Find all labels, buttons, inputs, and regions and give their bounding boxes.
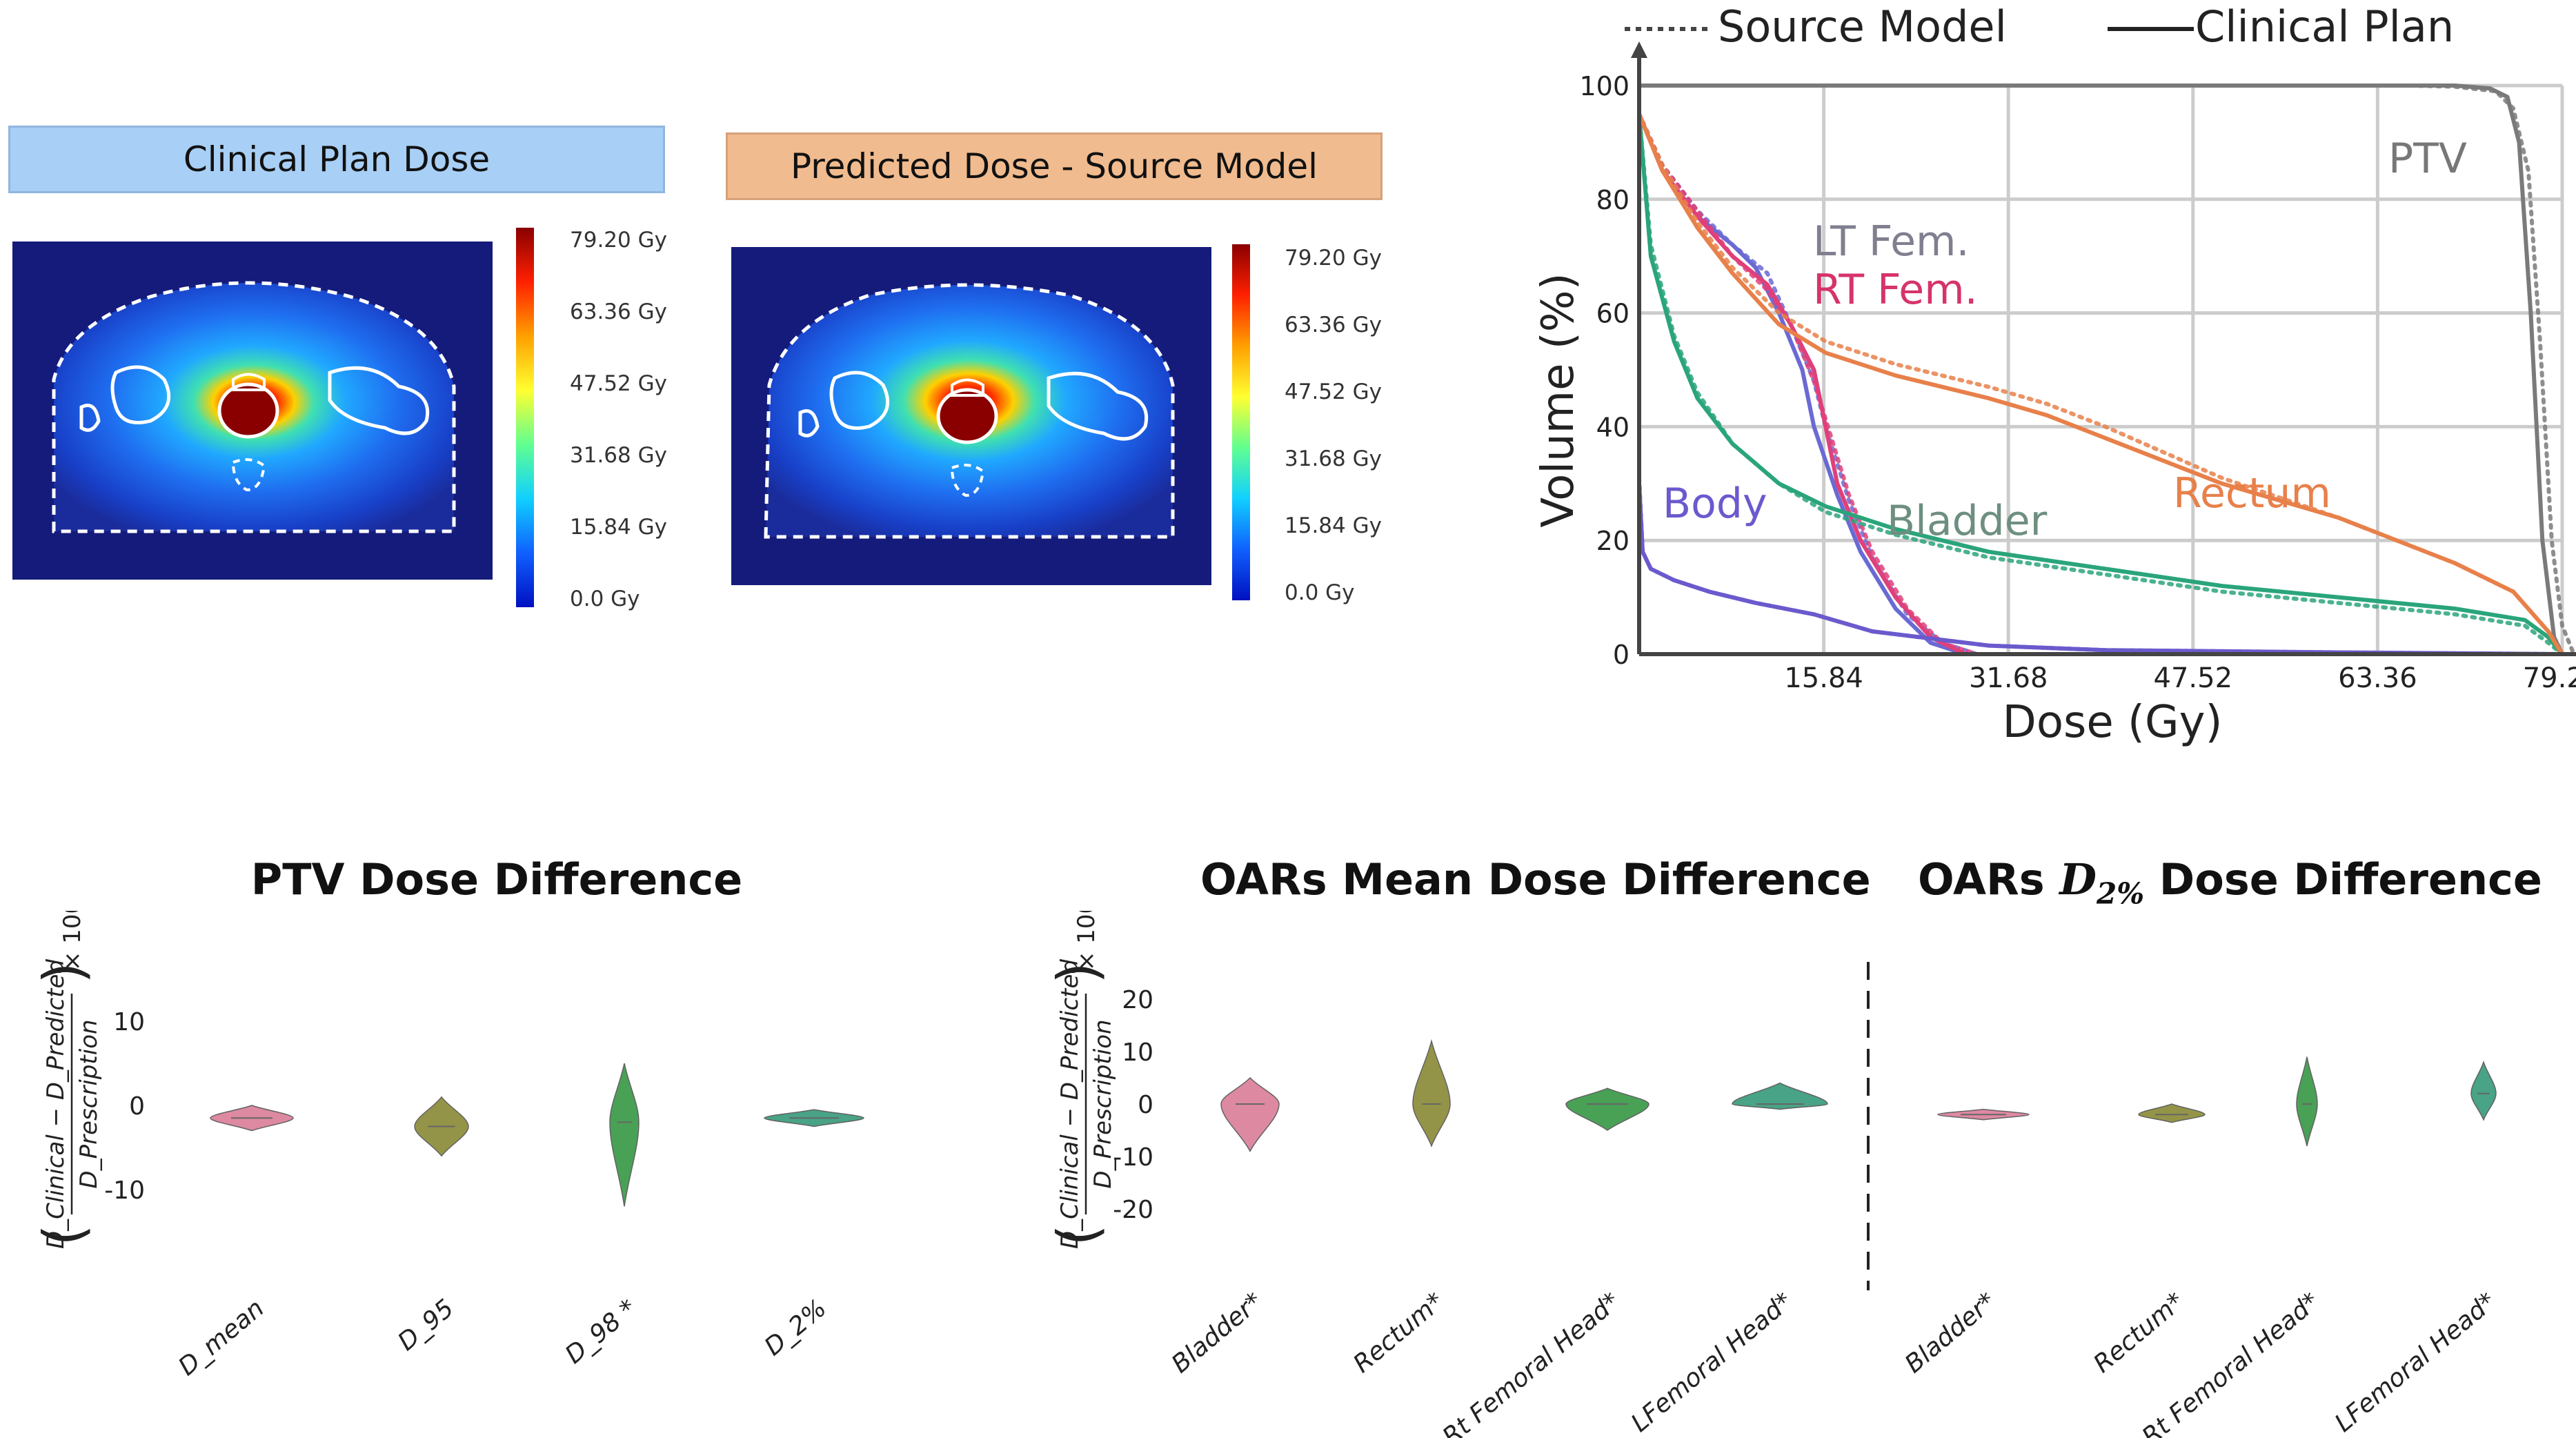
- predicted-dose-map: [731, 247, 1211, 585]
- dvh-x-tick-label: 47.52: [2154, 662, 2233, 694]
- dvh-x-tick-label: 31.68: [1969, 662, 2048, 694]
- svg-text:): ): [32, 962, 96, 983]
- dvh-y-tick-label: 60: [1596, 299, 1629, 329]
- violin-category-label: Rectum*: [2088, 1287, 2190, 1378]
- oar-mean-violin-title: OARs Mean Dose Difference: [1200, 854, 1871, 905]
- dvh-annotation-rt-fem-: RT Fem.: [1813, 266, 1978, 314]
- clinical-colorbar: [516, 228, 534, 607]
- violin-y-tick-label: 0: [129, 1092, 145, 1121]
- violin-d-98-: [609, 1063, 640, 1207]
- predicted-cbar-label-0: 79.20 Gy: [1285, 246, 1382, 270]
- violin-category-label: Rectum*: [1348, 1287, 1449, 1378]
- violin-lfemoral-head-: [2470, 1060, 2497, 1121]
- dvh-chart: Source Model Clinical Plan 15.84 31.68 47.…: [1533, 1, 2576, 748]
- predicted-cbar-label-4: 15.84 Gy: [1285, 513, 1382, 538]
- dvh-series-ptv-predicted: [1637, 83, 2576, 656]
- predicted-cbar-label-3: 31.68 Gy: [1285, 446, 1382, 471]
- dvh-x-tick-label: 79.20: [2523, 662, 2576, 694]
- dvh-x-axis-label: Dose (Gy): [2003, 697, 2223, 748]
- dvh-y-tick-label: 20: [1596, 526, 1629, 556]
- violin-category-label: LFemoral Head*: [1626, 1287, 1798, 1437]
- violin-category-label: D_95: [393, 1294, 459, 1356]
- oar-d2-title-suffix: Dose Difference: [2159, 854, 2542, 905]
- dvh-series-bladder-clinical: [1637, 113, 2564, 656]
- dvh-y-tick-label: 0: [1613, 640, 1629, 670]
- violin-y-tick-label: 10: [113, 1008, 145, 1036]
- violin-y-tick-label: -10: [104, 1176, 145, 1205]
- dvh-series-rectum-predicted: [1637, 112, 2564, 656]
- svg-text:× 100: × 100: [1073, 911, 1100, 971]
- violin-category-label: D_98 *: [560, 1294, 642, 1369]
- dvh-annotation-bladder: Bladder: [1887, 497, 2048, 545]
- clinical-cbar-label-4: 15.84 Gy: [570, 515, 667, 540]
- violin-category-label: Rt Femoral Head*: [1438, 1287, 1625, 1438]
- dvh-annotation-body: Body: [1663, 480, 1767, 528]
- dvh-series-rectum-clinical: [1637, 113, 2564, 656]
- violin-category-label: Bladder*: [1900, 1287, 2001, 1379]
- clinical-cbar-label-1: 63.36 Gy: [570, 299, 667, 324]
- dvh-y-tick-label: 100: [1579, 71, 1629, 101]
- predicted-cbar-label-2: 47.52 Gy: [1285, 380, 1382, 404]
- dvh-x-tick-label: 63.36: [2338, 662, 2417, 694]
- violin-lfemoral-head-: [1732, 1082, 1828, 1110]
- oar-d2-title-math: D2%: [2059, 854, 2145, 911]
- dvh-series-lt-fem--clinical: [1637, 113, 1966, 656]
- clinical-cbar-label-0: 79.20 Gy: [570, 228, 667, 253]
- dvh-annotation-ptv: PTV: [2388, 135, 2467, 183]
- clinical-dose-map: [12, 242, 493, 580]
- dvh-x-tick-label: 15.84: [1784, 662, 1863, 694]
- predicted-dose-title: Predicted Dose - Source Model: [726, 132, 1383, 200]
- ptv-violin-title: PTV Dose Difference: [250, 854, 743, 905]
- ptv-violin-ylabel: D_Clinical − D_Predicted D_Prescription …: [32, 911, 103, 1249]
- clinical-cbar-label-2: 47.52 Gy: [570, 371, 667, 396]
- violin-category-label: LFemoral Head*: [2330, 1287, 2501, 1437]
- dvh-series-body-predicted: [1637, 475, 2564, 656]
- predicted-cbar-label-1: 63.36 Gy: [1285, 313, 1382, 337]
- legend-clinical-plan: Clinical Plan: [2195, 1, 2454, 52]
- svg-text:D_Prescription: D_Prescription: [75, 1019, 103, 1188]
- violin-y-tick-label: -20: [1113, 1196, 1153, 1224]
- violin-y-tick-label: 0: [1138, 1091, 1153, 1119]
- predicted-cbar-label-5: 0.0 Gy: [1285, 580, 1355, 605]
- svg-text:): ): [1046, 962, 1110, 983]
- violin-y-tick-label: -10: [1113, 1143, 1153, 1172]
- violin-y-tick-label: 20: [1122, 986, 1153, 1014]
- violin-category-label: D_2%: [760, 1294, 832, 1361]
- violin-rectum-: [2138, 1103, 2206, 1123]
- oar-d2-violin-title: OARs D2% Dose Difference: [1918, 854, 2542, 911]
- svg-text:× 100: × 100: [59, 911, 86, 971]
- clinical-plan-dose-title: Clinical Plan Dose: [8, 126, 665, 193]
- dvh-series-rt-fem--clinical: [1637, 113, 1967, 656]
- dvh-annotation-rectum: Rectum: [2173, 469, 2331, 518]
- oar-violin-ylabel: D_Clinical − D_Predicted D_Prescription …: [1046, 911, 1117, 1249]
- violin-plots: 10 0 -10 D_mean D_95 D_98 * D_2% 20 10 0 -10 -20 Bla…: [104, 952, 2501, 1438]
- clinical-cbar-label-3: 31.68 Gy: [570, 443, 667, 468]
- predicted-colorbar: [1232, 244, 1250, 600]
- dvh-y-tick-label: 80: [1596, 185, 1629, 215]
- dvh-annotation-lt-fem-: LT Fem.: [1813, 217, 1970, 266]
- violin-category-label: Bladder*: [1167, 1287, 1268, 1379]
- dvh-series-rt-fem--predicted: [1637, 112, 1979, 656]
- svg-text:D_Prescription: D_Prescription: [1089, 1019, 1117, 1188]
- violin-rt-femoral-head-: [2296, 1056, 2318, 1146]
- dvh-y-tick-label: 40: [1596, 412, 1629, 442]
- legend-source-model: Source Model: [1718, 1, 2007, 52]
- violin-y-tick-label: 10: [1122, 1038, 1153, 1067]
- violin-bladder-: [1220, 1076, 1280, 1152]
- svg-text:(: (: [1046, 1224, 1110, 1245]
- violin-category-label: D_mean: [173, 1294, 270, 1381]
- dvh-series-bladder-predicted: [1637, 112, 2564, 656]
- clinical-cbar-label-5: 0.0 Gy: [570, 587, 640, 611]
- violin-rectum-: [1412, 1038, 1451, 1148]
- oar-d2-title-prefix: OARs: [1918, 854, 2045, 905]
- dvh-y-arrow: [1631, 41, 1647, 58]
- dvh-y-axis-label: Volume (%): [1533, 273, 1584, 527]
- svg-text:(: (: [32, 1224, 96, 1245]
- violin-rt-femoral-head-: [1565, 1087, 1649, 1131]
- svg-text:D_Clinical − D_Predicted: D_Clinical − D_Predicted: [1056, 959, 1084, 1249]
- svg-text:D_Clinical − D_Predicted: D_Clinical − D_Predicted: [42, 959, 70, 1249]
